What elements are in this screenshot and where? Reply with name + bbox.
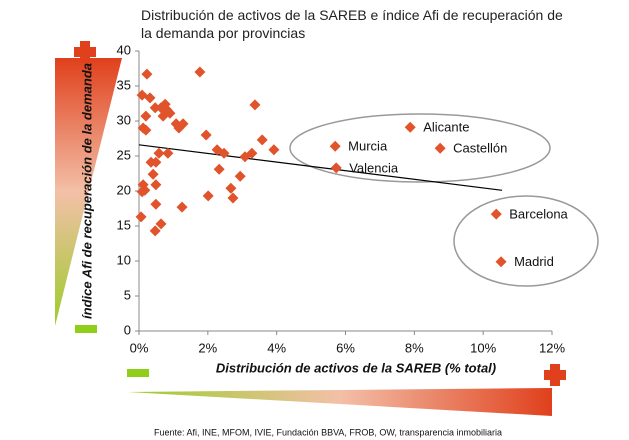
source: Fuente: Afi, INE, MFOM, IVIE, Fundación … [154,427,502,437]
point-label: Barcelona [509,207,568,222]
point-label: Murcia [348,139,388,154]
point [150,198,162,210]
high-marker [74,41,96,63]
point [234,170,246,182]
point [162,147,174,159]
point [490,208,502,220]
y-tick-label: 5 [124,287,131,302]
point [200,129,212,141]
point-label: Valencia [349,160,399,175]
x-tick-label: 10% [470,340,496,355]
x-tick-label: 6% [336,340,355,355]
point [495,256,507,268]
y-tick-label: 30 [117,112,131,127]
point [135,211,147,223]
y-tick-label: 0 [124,322,131,337]
low-marker [127,369,149,377]
point [227,192,239,204]
y-tick-label: 10 [117,252,131,267]
point [140,124,152,136]
point [141,68,153,80]
group-ellipse [289,113,551,183]
point [150,156,162,168]
chart-title: Distribución de activos de la SAREB e ín… [141,7,563,41]
point [404,121,416,133]
x-tick-label: 12% [539,340,565,355]
point [147,168,159,180]
point [149,225,161,237]
low-marker [75,325,97,333]
x-tick-label: 4% [267,340,286,355]
point [144,92,156,104]
point [329,140,341,152]
point [136,186,148,198]
x-tick-label: 2% [198,340,217,355]
trend-line [138,144,503,191]
point [150,179,162,191]
point [149,102,161,114]
y-tick-label: 40 [117,42,131,57]
x-axis-label: Distribución de activos de la SAREB (% t… [216,360,496,375]
point-label: Alicante [423,120,469,135]
point [140,110,152,122]
point [213,163,225,175]
point [268,144,280,156]
point [155,218,167,230]
point [246,147,258,159]
x-tick-label: 8% [405,340,424,355]
gradient-triangle [55,58,122,326]
y-axis-label: índice Afi de recuperación de la demanda [79,63,94,319]
y-tick-label: 25 [117,147,131,162]
group-ellipse [453,195,599,287]
point-label: Madrid [514,254,554,269]
y-tick-label: 20 [117,182,131,197]
point [249,99,261,111]
point [177,118,189,130]
gradient-triangle [128,388,552,416]
point [194,66,206,78]
point-label: Castellón [453,141,507,156]
y-tick-label: 15 [117,217,131,232]
point [434,142,446,154]
x-tick-label: 0% [130,340,149,355]
point [157,110,169,122]
point [256,134,268,146]
point [202,190,214,202]
y-tick-label: 35 [117,77,131,92]
point [153,147,165,159]
point [218,147,230,159]
point [225,182,237,194]
point [330,162,342,174]
point [176,201,188,213]
high-marker [544,364,566,386]
